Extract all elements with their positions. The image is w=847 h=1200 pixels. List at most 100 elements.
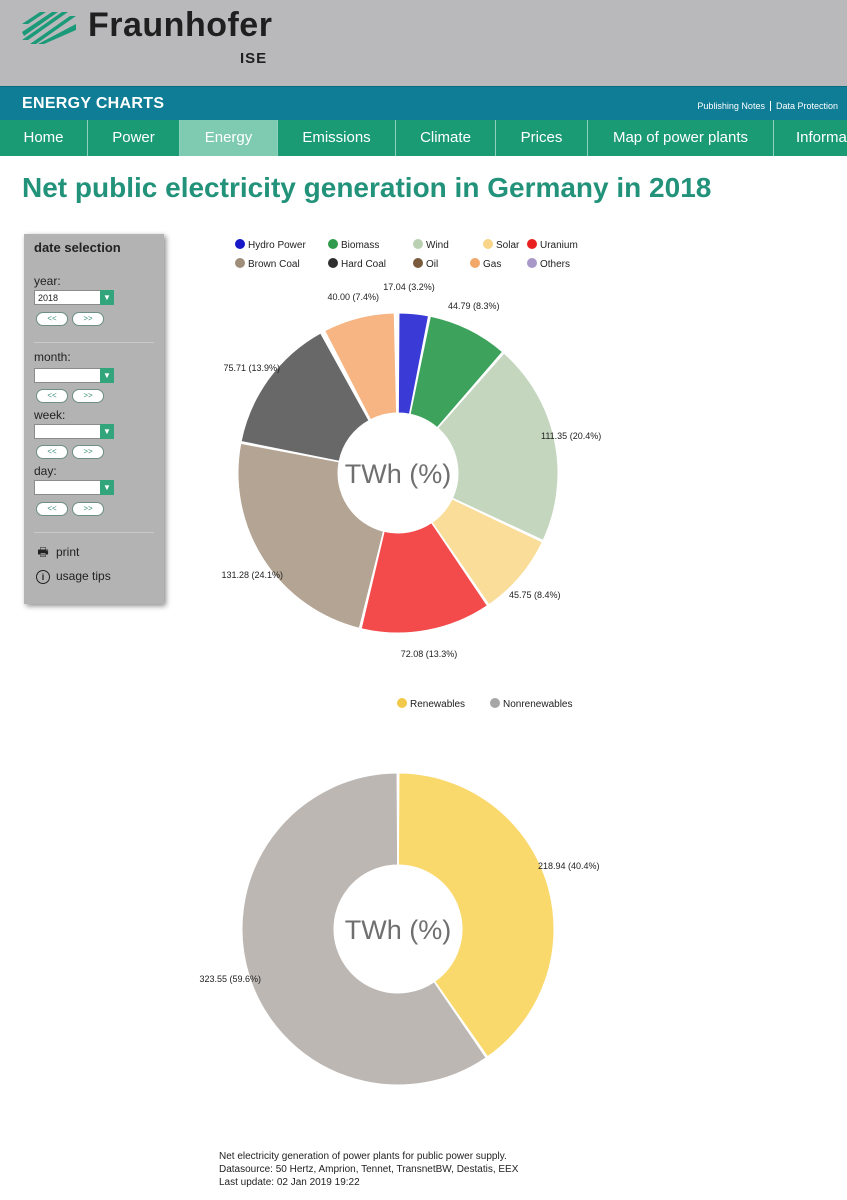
- brand-name: Fraunhofer: [88, 6, 273, 44]
- week-next-button[interactable]: >>: [72, 445, 104, 459]
- legend-item-nonrenewables[interactable]: Nonrenewables: [490, 698, 573, 710]
- slice-oil[interactable]: [321, 330, 371, 421]
- nav-emissions[interactable]: Emissions: [278, 120, 396, 156]
- nav-energy[interactable]: Energy: [180, 120, 278, 156]
- legend-item-hard-coal[interactable]: Hard Coal: [328, 258, 386, 270]
- date-selection-title: date selection: [34, 240, 121, 255]
- usage-tips-button[interactable]: i usage tips: [36, 569, 111, 584]
- legend-marker-hydro-power: [235, 239, 245, 249]
- nav-prices[interactable]: Prices: [496, 120, 588, 156]
- data-label-nonrenewables: 323.55 (59.6%): [199, 974, 261, 984]
- day-dropdown-icon[interactable]: ▼: [100, 480, 114, 495]
- month-label: month:: [34, 350, 71, 364]
- header-band: Fraunhofer ISE: [0, 0, 847, 86]
- month-next-button[interactable]: >>: [72, 389, 104, 403]
- brand-sub: ISE: [240, 50, 268, 67]
- center-label: TWh (%): [345, 915, 451, 945]
- data-label-gas: 40.00 (7.4%): [327, 292, 379, 302]
- top-links: Publishing Notes Data Protection: [694, 101, 841, 111]
- nav-climate[interactable]: Climate: [396, 120, 496, 156]
- data-protection-link[interactable]: Data Protection: [775, 101, 838, 111]
- slice-gas[interactable]: [324, 312, 398, 421]
- week-prev-button[interactable]: <<: [36, 445, 68, 459]
- month-dropdown-icon[interactable]: ▼: [100, 368, 114, 383]
- info-icon: i: [36, 570, 50, 584]
- legend-marker-biomass: [328, 239, 338, 249]
- legend-item-biomass[interactable]: Biomass: [328, 239, 379, 251]
- nav-information[interactable]: Informa: [796, 129, 847, 146]
- legend-item-brown-coal[interactable]: Brown Coal: [235, 258, 300, 270]
- slice-hard-coal[interactable]: [240, 332, 370, 462]
- chart-footnote: Net electricity generation of power plan…: [219, 1150, 518, 1189]
- legend-marker-uranium: [527, 239, 537, 249]
- legend-item-others[interactable]: Others: [527, 258, 570, 270]
- printer-icon: 🖶: [37, 545, 49, 559]
- legend-marker-brown-coal: [235, 258, 245, 268]
- year-select[interactable]: 2018: [34, 290, 114, 305]
- donut-chart-1: Hydro Power Biomass Wind Solar Uranium Brown …: [221, 239, 601, 659]
- publishing-notes-link[interactable]: Publishing Notes: [697, 101, 765, 111]
- app-title[interactable]: ENERGY CHARTS: [22, 95, 165, 112]
- legend-label-others: Others: [540, 259, 570, 270]
- main-nav: Home Power Energy Emissions Climate Pric…: [0, 120, 847, 156]
- week-label: week:: [34, 408, 66, 422]
- slice-hydro-power[interactable]: [397, 312, 430, 415]
- year-dropdown-icon[interactable]: ▼: [100, 290, 114, 305]
- footnote-line-1: Net electricity generation of power plan…: [219, 1151, 507, 1162]
- day-label: day:: [34, 464, 57, 478]
- fraunhofer-logo[interactable]: Fraunhofer ISE: [18, 4, 288, 74]
- legend-marker-wind: [413, 239, 423, 249]
- data-label-hydro-power: 17.04 (3.2%): [383, 282, 435, 292]
- data-label-solar: 45.75 (8.4%): [509, 590, 561, 600]
- page-title: Net public electricity generation in Ger…: [22, 172, 712, 203]
- print-button[interactable]: 🖶 print: [36, 543, 79, 564]
- legend-marker-gas: [470, 258, 480, 268]
- legend-label-renewables: Renewables: [410, 699, 465, 710]
- legend-marker-oil: [413, 258, 423, 268]
- legend-label-nonrenewables: Nonrenewables: [503, 699, 573, 710]
- legend-label-gas: Gas: [483, 259, 501, 270]
- nav-home[interactable]: Home: [0, 120, 88, 156]
- footnote-last-update: Last update: 02 Jan 2019 19:22: [219, 1177, 360, 1188]
- legend-marker-renewables: [397, 698, 407, 708]
- nav-power[interactable]: Power: [88, 120, 180, 156]
- data-label-uranium: 72.08 (13.3%): [401, 649, 458, 659]
- month-prev-button[interactable]: <<: [36, 389, 68, 403]
- legend-item-hydro-power[interactable]: Hydro Power: [235, 239, 306, 251]
- slice-uranium[interactable]: [360, 522, 489, 634]
- slice-wind[interactable]: [437, 352, 559, 542]
- legend-item-solar[interactable]: Solar: [483, 239, 520, 251]
- legend-marker-solar: [483, 239, 493, 249]
- slice-others[interactable]: [395, 312, 399, 414]
- slice-nonrenewables[interactable]: [241, 772, 487, 1086]
- legend-marker-nonrenewables: [490, 698, 500, 708]
- year-label: year:: [34, 274, 61, 288]
- legend-item-gas[interactable]: Gas: [470, 258, 501, 270]
- legend-label-biomass: Biomass: [341, 240, 379, 251]
- year-next-button[interactable]: >>: [72, 312, 104, 326]
- data-label-renewables: 218.94 (40.4%): [538, 861, 600, 871]
- legend-marker-hard-coal: [328, 258, 338, 268]
- week-dropdown-icon[interactable]: ▼: [100, 424, 114, 439]
- sidebar-divider: [34, 532, 154, 533]
- day-next-button[interactable]: >>: [72, 502, 104, 516]
- slice-renewables[interactable]: [397, 772, 555, 1058]
- legend-item-oil[interactable]: Oil: [413, 258, 438, 270]
- slice-biomass[interactable]: [409, 315, 504, 429]
- day-prev-button[interactable]: <<: [36, 502, 68, 516]
- legend-label-uranium: Uranium: [540, 240, 578, 251]
- year-prev-button[interactable]: <<: [36, 312, 68, 326]
- app-bar: ENERGY CHARTS Publishing Notes Data Prote…: [0, 86, 847, 121]
- legend-label-brown-coal: Brown Coal: [248, 259, 300, 270]
- sidebar-divider: [34, 342, 154, 343]
- legend-item-renewables[interactable]: Renewables: [397, 698, 465, 710]
- date-selection-panel: date selection year: 2018 ▼ << >> month:…: [24, 234, 164, 604]
- legend-label-solar: Solar: [496, 240, 520, 251]
- data-label-biomass: 44.79 (8.3%): [448, 301, 500, 311]
- legend-label-hydro-power: Hydro Power: [248, 240, 306, 251]
- slice-brown-coal[interactable]: [237, 442, 385, 629]
- legend-item-wind[interactable]: Wind: [413, 239, 449, 251]
- nav-map-of-power-plants[interactable]: Map of power plants: [588, 120, 774, 156]
- legend-item-uranium[interactable]: Uranium: [527, 239, 578, 251]
- slice-solar[interactable]: [431, 498, 543, 606]
